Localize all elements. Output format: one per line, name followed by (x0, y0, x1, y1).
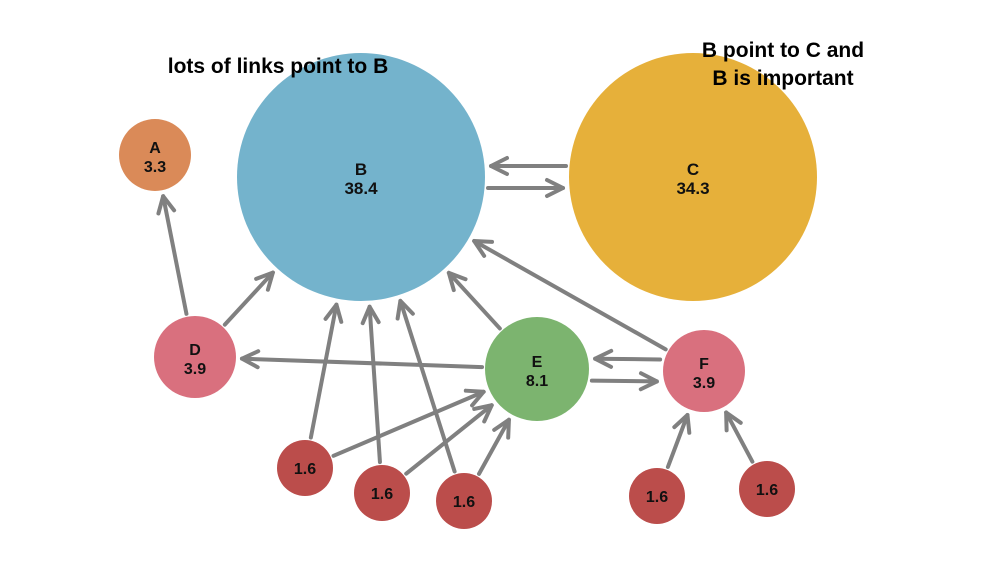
arrowhead (489, 156, 509, 176)
arrowhead (593, 348, 614, 369)
node-label: B (355, 160, 367, 179)
node-d: D 3.9 (154, 316, 236, 398)
node-circle (569, 53, 817, 301)
annotation-b-to-c-line1: B point to C and (702, 39, 864, 62)
node-score: 1.6 (646, 489, 668, 506)
edge-l3-to-b (395, 298, 457, 474)
edge-d-to-b (222, 270, 275, 327)
node-l2: 1.6 (354, 465, 410, 521)
node-label: A (149, 140, 161, 157)
edge-l3-to-e (477, 417, 511, 476)
edge-e-to-d (239, 349, 485, 370)
edge-l2-to-e (404, 403, 494, 476)
arrowhead (360, 304, 381, 326)
edge-line (446, 270, 502, 331)
arrowhead (323, 302, 344, 324)
node-score: 1.6 (453, 494, 475, 511)
edge-f-to-e (593, 348, 663, 369)
node-b: B38.4 (237, 53, 485, 301)
annotation-b-to-c-line2: B is important (712, 67, 853, 90)
node-score: 34.3 (676, 179, 709, 198)
arrowhead (463, 388, 486, 408)
node-score: 3.9 (693, 375, 715, 392)
node-c: C34.3 (569, 53, 817, 301)
arrowhead (472, 403, 494, 424)
node-score: 38.4 (344, 179, 378, 198)
arrowhead (395, 298, 415, 321)
node-score: 1.6 (371, 486, 393, 503)
arrowhead (239, 349, 261, 370)
node-f: F 3.9 (663, 330, 745, 412)
node-circle (629, 468, 685, 524)
node-e: E 8.1 (485, 317, 589, 421)
edge-line (367, 304, 382, 465)
edge-l2-to-b (360, 304, 382, 465)
node-circle (739, 461, 795, 517)
arrowhead (545, 178, 565, 198)
node-l4: 1.6 (629, 468, 685, 524)
arrowhead (472, 239, 495, 258)
node-circle (154, 316, 236, 398)
node-score: 1.6 (294, 461, 316, 478)
edge-l5-to-f (724, 410, 755, 464)
edge-line (665, 412, 690, 469)
edges-layer (156, 156, 755, 476)
arrowhead (724, 410, 743, 433)
node-circle (119, 119, 191, 191)
arrowhead (672, 412, 692, 435)
node-score: 3.9 (184, 361, 206, 378)
edge-line (593, 356, 663, 362)
node-label: F (699, 356, 709, 373)
edge-line (222, 270, 275, 327)
node-circle (277, 440, 333, 496)
arrowhead (156, 194, 177, 216)
edge-line (404, 403, 494, 476)
edge-l1-to-b (308, 302, 344, 440)
edge-line (398, 298, 457, 474)
annotation-links-to-b: lots of links point to B (168, 55, 388, 78)
edge-c-to-b (489, 156, 568, 176)
edge-line (472, 239, 668, 352)
node-l1: 1.6 (277, 440, 333, 496)
node-label: E (532, 354, 543, 371)
node-a: A 3.3 (119, 119, 191, 191)
edge-e-to-b (446, 270, 502, 331)
edge-f-to-b (472, 239, 668, 352)
node-score: 1.6 (756, 482, 778, 499)
node-label: C (687, 160, 699, 179)
node-circle (237, 53, 485, 301)
node-label: D (189, 342, 201, 359)
edge-line (477, 417, 511, 476)
arrowhead (638, 371, 659, 392)
node-score: 8.1 (526, 373, 548, 390)
arrowhead (492, 417, 511, 440)
edge-e-to-f (589, 371, 659, 392)
edge-b-to-c (486, 178, 565, 198)
node-circle (485, 317, 589, 421)
nodes-layer: A 3.3 B38.4 C34.3 D 3.9 E 8.1 F 3.9 1.6 1.6 1.6 1.6 1.… (119, 53, 817, 529)
node-circle (436, 473, 492, 529)
node-l3: 1.6 (436, 473, 492, 529)
edge-line (724, 410, 755, 464)
node-circle (354, 465, 410, 521)
arrowhead (254, 270, 275, 292)
edge-line (589, 378, 659, 384)
edge-l1-to-e (331, 388, 486, 458)
edge-line (308, 302, 339, 440)
edge-line (239, 356, 485, 370)
edge-line (331, 389, 486, 458)
node-l5: 1.6 (739, 461, 795, 517)
edge-d-to-a (156, 194, 189, 316)
arrowhead (446, 270, 468, 293)
node-score: 3.3 (144, 159, 166, 176)
edge-l4-to-f (665, 412, 692, 469)
node-circle (663, 330, 745, 412)
edge-line (161, 194, 189, 316)
